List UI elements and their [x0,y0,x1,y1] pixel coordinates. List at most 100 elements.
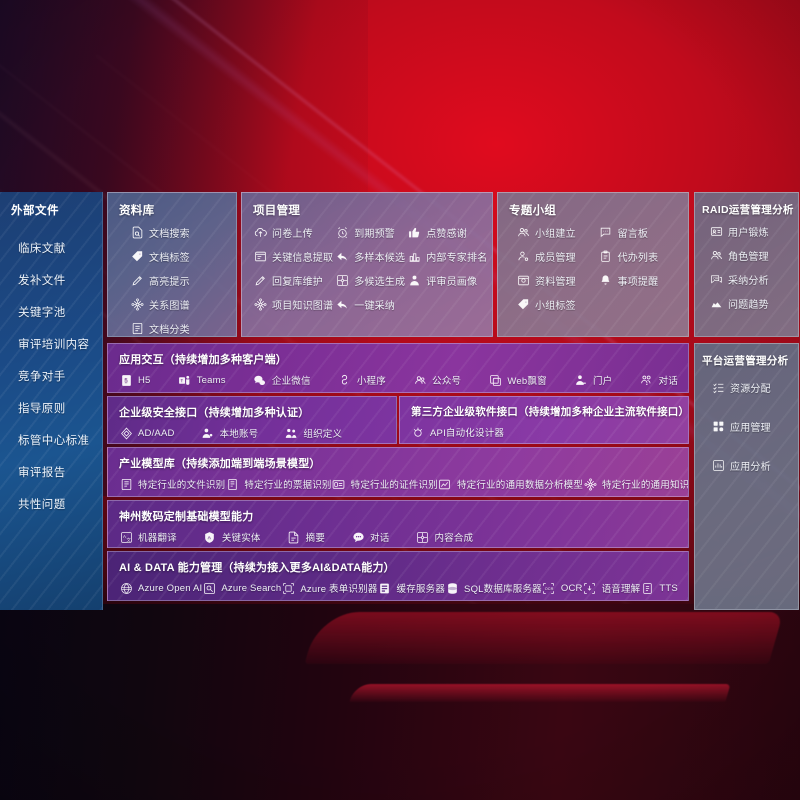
web-popup-icon [488,373,502,387]
library-item-doc-classify[interactable]: 文档分类 [130,321,227,336]
checklist-icon [711,381,725,395]
database-icon [445,581,459,595]
aidata-item-voice-understanding[interactable]: 语音理解 [583,581,641,595]
users-icon [516,226,530,240]
industry-item-label: 特定行业的票据识别 [244,480,332,491]
project-item-like-thanks[interactable]: 点赞感谢 [407,225,487,240]
library-item-doc-tag[interactable]: 文档标签 [130,249,227,264]
project-item-label: 到期预警 [354,229,396,240]
project-item-label: 项目知识图谱 [272,301,334,312]
client-item-miniprogram[interactable]: 小程序 [338,373,386,387]
project-item-multi-sample-candidate[interactable]: 多样本候选 [335,249,405,264]
industry-item-label: 特定行业的通用数据分析模型 [456,480,584,491]
client-item-h5[interactable]: 5 H5 [119,373,151,387]
org-icon [284,426,298,440]
client-item-list: 5 H5 T Teams 企业微信 小程序 公众号 Web飘窗 [108,367,688,387]
project-item-knowledge-graph[interactable]: 项目知识图谱 [253,297,333,312]
svg-text:QA: QA [713,276,719,280]
industry-item-data-analysis-model[interactable]: 特定行业的通用数据分析模型 [438,477,583,491]
sidebar-item-common-issues[interactable]: 共性问题 [18,499,66,511]
project-item-expiry-alert[interactable]: 到期预警 [335,225,405,240]
sidebar-item-keyword-pool[interactable]: 关键字池 [18,307,66,319]
project-item-internal-expert-rank[interactable]: 内部专家排名 [407,249,487,264]
sidebar-item-clinical-literature[interactable]: 临床文献 [18,243,66,255]
client-item-official-account[interactable]: 公众号 [413,373,461,387]
group-item-group-tag[interactable]: 小组标签 [516,297,597,312]
aidata-item-ocr[interactable]: OCR OCR [542,581,583,595]
basemodel-item-content-synthesis[interactable]: 内容合成 [415,530,473,544]
doc-search-icon [130,226,144,240]
sidebar-item-review-report[interactable]: 审评报告 [18,467,66,479]
sidebar-item-competitors[interactable]: 竞争对手 [18,371,66,383]
basemodel-item-dialog[interactable]: 对话 [351,530,389,544]
raid-item-issue-trend[interactable]: 问题趋势 [709,296,789,311]
group-item-create-group[interactable]: 小组建立 [516,225,597,240]
aidata-item-sql-server[interactable]: SQL数据库服务器 [445,581,542,595]
project-item-one-click-adopt[interactable]: 一键采纳 [335,297,405,312]
project-item-questionnaire-upload[interactable]: 问卷上传 [253,225,333,240]
thirdparty-item-api-designer[interactable]: API自动化设计器 [411,425,504,439]
project-item-key-info-extraction[interactable]: 关键信息提取 [253,249,333,264]
official-account-icon [413,373,427,387]
project-item-reply-library[interactable]: 回复库维护 [253,273,333,288]
dialog-icon [640,373,654,387]
industry-item-id-recognition[interactable]: 特定行业的证件识别 [332,477,438,491]
group-item-material-management[interactable]: 资料管理 [516,273,597,288]
client-item-portal[interactable]: 门户 [574,373,612,387]
sidebar-item-standards-center[interactable]: 标管中心标准 [18,435,90,447]
aidata-item-azure-openai[interactable]: Azure Open AI [119,581,202,595]
basemodel-band-title: 神州数码定制基础模型能力 [119,511,254,523]
h5-icon: 5 [119,373,133,387]
library-item-highlight[interactable]: 高亮提示 [130,273,227,288]
group-item-label: 留言板 [617,229,649,240]
security-item-local-account[interactable]: 本地账号 [201,426,259,440]
tag-icon [130,250,144,264]
client-item-wechat-work[interactable]: 企业微信 [253,373,311,387]
library-item-relation-graph[interactable]: 关系图谱 [130,297,227,312]
library-item-doc-search[interactable]: 文档搜索 [130,225,227,240]
voice-icon [583,581,597,595]
aidata-item-azure-search[interactable]: Azure Search [202,581,281,595]
project-item-multi-candidate-generation[interactable]: 多候选生成 [335,273,405,288]
raid-item-adoption-analysis[interactable]: QA 采纳分析 [709,272,789,287]
industry-item-knowledge-graph-model[interactable]: 特定行业的通用知识图谱模型 [583,477,688,491]
project-item-reviewer-profile[interactable]: 评审员画像 [407,273,487,288]
group-item-event-reminder[interactable]: 事项提醒 [599,273,680,288]
client-item-teams[interactable]: T Teams [178,373,226,387]
security-item-label: 组织定义 [303,429,343,440]
cloud-upload-icon [253,226,267,240]
group-item-message-board[interactable]: 留言板 [599,225,680,240]
industry-item-invoice-recognition[interactable]: 特定行业的票据识别 [225,477,331,491]
project-item-label: 评审员画像 [426,277,478,288]
sidebar-item-guiding-principles[interactable]: 指导原则 [18,403,66,415]
teams-icon: T [178,373,192,387]
raid-item-role-management[interactable]: 角色管理 [709,248,789,263]
sidebar-item-supplement-docs[interactable]: 发补文件 [18,275,66,287]
aidata-item-form-recognizer[interactable]: Azure 表单识别器 [281,581,377,595]
platform-item-label: 应用分析 [730,462,771,473]
group-item-todo-list[interactable]: 代办列表 [599,249,680,264]
svg-text:OCR: OCR [545,587,554,591]
platform-item-resource-allocation[interactable]: 资源分配 [711,380,789,395]
security-item-org-definition[interactable]: 组织定义 [284,426,342,440]
group-item-member-management[interactable]: 成员管理 [516,249,597,264]
idcard-icon [332,477,346,491]
raid-item-user-training[interactable]: 用户锻炼 [709,224,789,239]
aidata-item-cache-server[interactable]: 缓存服务器 [378,581,446,595]
security-item-ad-aad[interactable]: AD/AAD [119,426,175,440]
platform-item-app-management[interactable]: 应用管理 [711,419,789,434]
sidebar-item-review-training[interactable]: 审评培训内容 [18,339,90,351]
aidata-item-tts[interactable]: TTS [640,581,678,595]
group-panel-title: 专题小组 [509,205,557,217]
industry-item-file-recognition[interactable]: 特定行业的文件识别 [119,477,225,491]
apps-icon [711,420,725,434]
platform-item-app-analysis[interactable]: 应用分析 [711,458,789,473]
tag-icon [516,298,530,312]
basemodel-item-key-entity[interactable]: A 关键实体 [203,530,261,544]
basemodel-item-summary[interactable]: 摘要 [287,530,325,544]
chat-icon [351,530,365,544]
client-item-web-popup[interactable]: Web飘窗 [488,373,547,387]
client-item-dialog[interactable]: 对话 [640,373,678,387]
